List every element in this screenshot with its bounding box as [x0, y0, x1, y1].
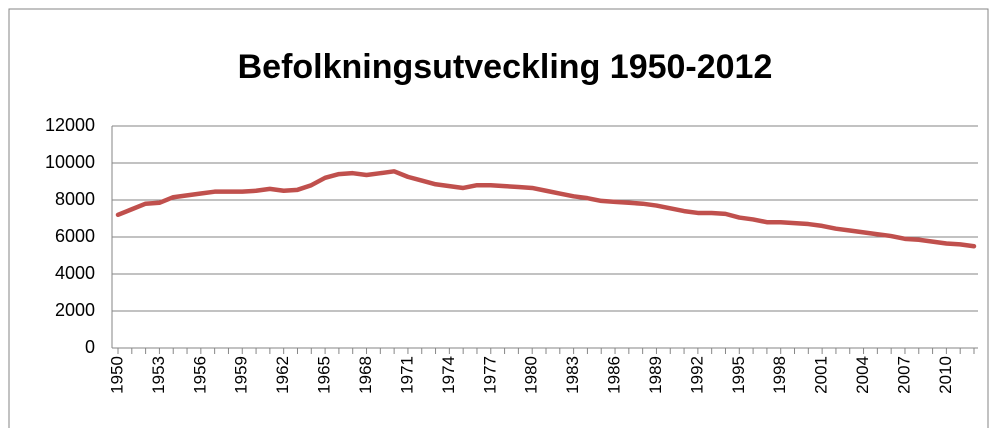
y-tick-label: 2000 [55, 300, 95, 320]
x-tick-label: 1977 [480, 356, 499, 394]
x-tick-label: 1989 [646, 356, 665, 394]
x-tick-label: 2007 [894, 356, 913, 394]
x-tick-label: 1959 [232, 356, 251, 394]
chart-border [8, 8, 989, 428]
data-line [115, 169, 977, 249]
x-tick-label: 1956 [190, 356, 209, 394]
x-tick-label: 2001 [812, 356, 831, 394]
x-tick-label: 2010 [936, 356, 955, 394]
x-tick-label: 1980 [522, 356, 541, 394]
x-tick-label: 1983 [563, 356, 582, 394]
x-tick-label: 1953 [149, 356, 168, 394]
x-tick-label: 1995 [729, 356, 748, 394]
x-tick-label: 1965 [315, 356, 334, 394]
x-tick-label: 1992 [687, 356, 706, 394]
y-tick-label: 4000 [55, 263, 95, 283]
y-tick-label: 10000 [45, 152, 95, 172]
x-tick-label: 1950 [107, 356, 126, 394]
chart-title: Befolkningsutveckling 1950-2012 [238, 48, 773, 86]
x-tick-label: 1971 [397, 356, 416, 394]
y-tick-label: 0 [85, 337, 95, 357]
x-tick-label: 2004 [853, 356, 872, 394]
x-tick-label: 1968 [356, 356, 375, 394]
x-tick-label: 1974 [439, 356, 458, 394]
x-tick-label: 1986 [605, 356, 624, 394]
y-tick-label: 12000 [45, 115, 95, 135]
y-tick-label: 6000 [55, 226, 95, 246]
y-tick-label: 8000 [55, 189, 95, 209]
x-tick-label: 1998 [770, 356, 789, 394]
x-tick-label: 1962 [273, 356, 292, 394]
